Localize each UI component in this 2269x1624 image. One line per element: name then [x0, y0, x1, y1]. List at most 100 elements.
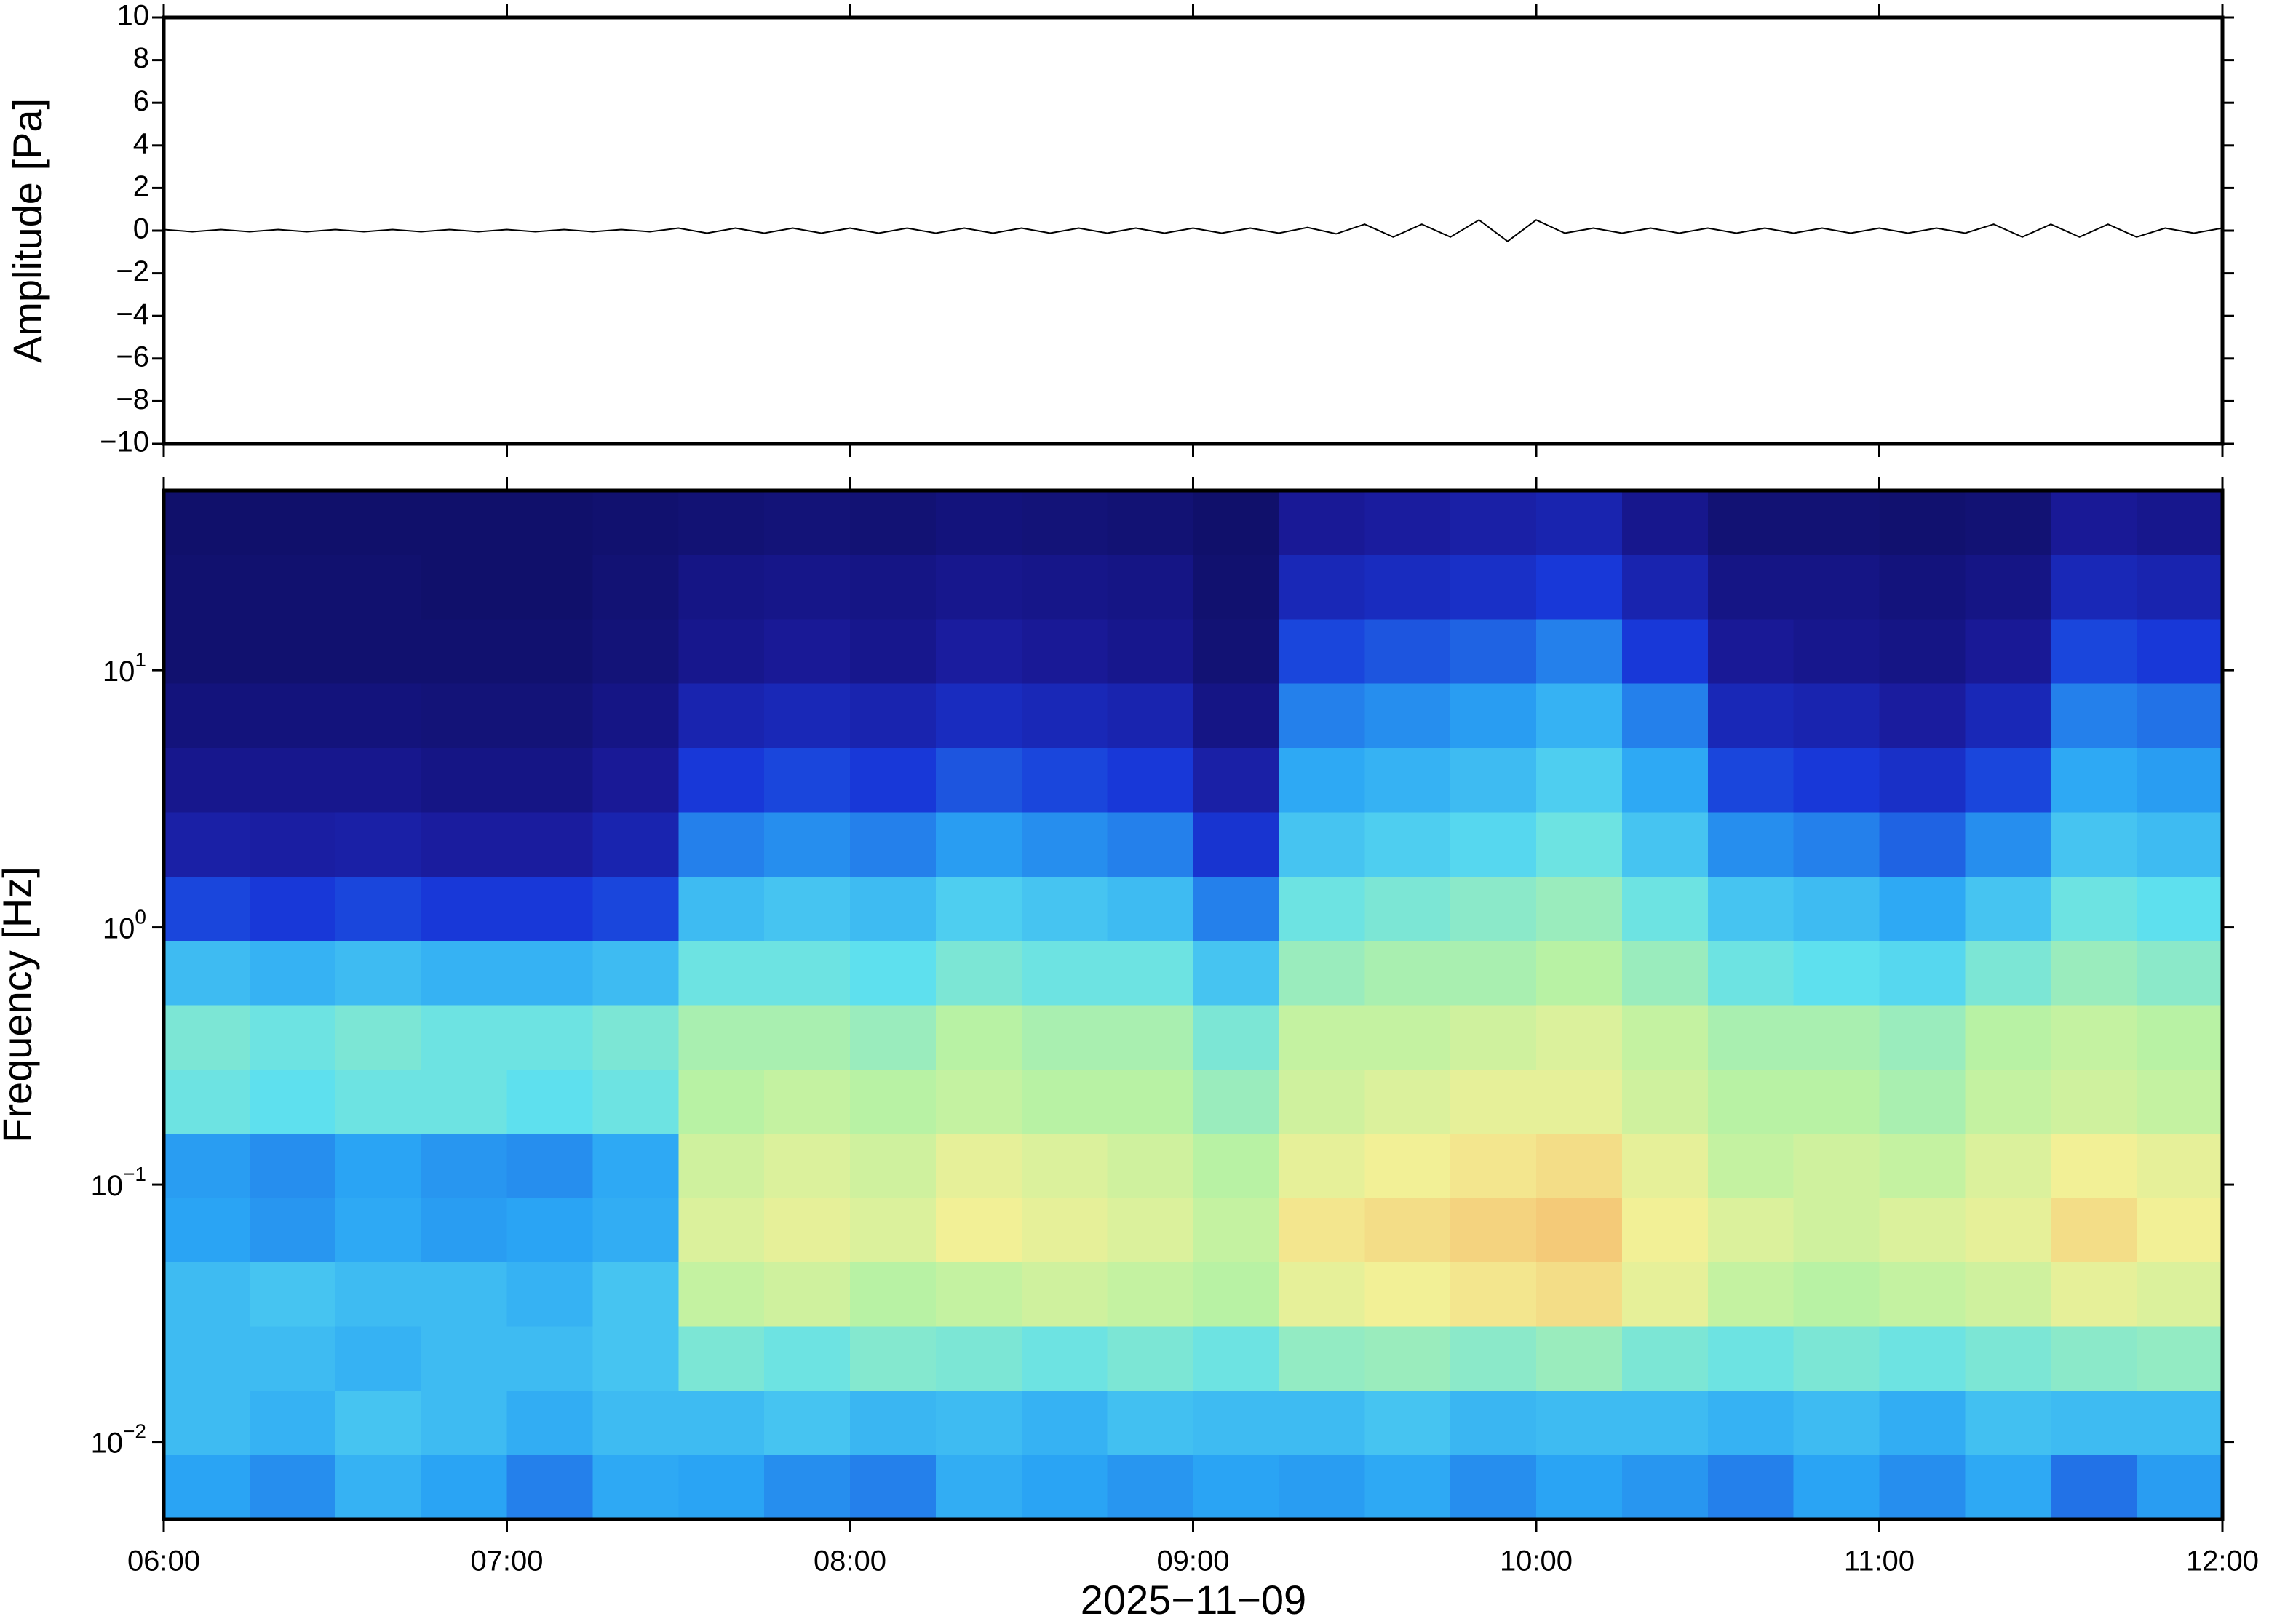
- heatmap-cell: [249, 554, 336, 620]
- heatmap-cell: [1364, 747, 1451, 813]
- heatmap-cell: [2137, 1197, 2223, 1263]
- heatmap-cell: [764, 1454, 851, 1520]
- heatmap-cell: [1279, 1069, 1365, 1134]
- heatmap-cell: [850, 811, 937, 877]
- heatmap-cell: [1621, 1326, 1709, 1391]
- heatmap-cell: [1536, 618, 1623, 684]
- heatmap-cell: [1193, 1133, 1279, 1198]
- heatmap-cell: [1621, 811, 1709, 877]
- heatmap-cell: [164, 1262, 250, 1327]
- heatmap-cell: [1279, 682, 1365, 749]
- heatmap-cell: [1707, 940, 1795, 1006]
- heatmap-cell: [1879, 876, 1966, 942]
- heatmap-cell: [1279, 490, 1365, 556]
- heatmap-cell: [1965, 1069, 2051, 1134]
- heatmap-cell: [1536, 1454, 1623, 1520]
- heatmap-cell: [506, 1390, 593, 1456]
- heatmap-cell: [1707, 1005, 1795, 1070]
- x-tick-label: 12:00: [2186, 1545, 2259, 1577]
- heatmap-cell: [1536, 682, 1623, 749]
- heatmap-cell: [1364, 490, 1451, 556]
- heatmap-cell: [1621, 1262, 1709, 1327]
- heatmap-cell: [592, 1133, 679, 1198]
- heatmap-cell: [1707, 554, 1795, 620]
- heatmap-cell: [335, 811, 422, 877]
- heatmap-cell: [850, 747, 937, 813]
- heatmap-cell: [1021, 1197, 1108, 1263]
- y-tick-label: 100: [103, 906, 146, 944]
- heatmap-cell: [1450, 747, 1537, 813]
- heatmap-cell: [850, 1326, 937, 1391]
- heatmap-cell: [1793, 1262, 1880, 1327]
- heatmap-cell: [2051, 1262, 2137, 1327]
- heatmap-cell: [1279, 618, 1365, 684]
- heatmap-cell: [249, 1262, 336, 1327]
- heatmap-cell: [1621, 1133, 1709, 1198]
- heatmap-cell: [1107, 1262, 1194, 1327]
- heatmap-cell: [1364, 554, 1451, 620]
- heatmap-cell: [164, 1005, 250, 1070]
- heatmap-cell: [1793, 1197, 1880, 1263]
- heatmap-cell: [1536, 747, 1623, 813]
- heatmap-cell: [1793, 940, 1880, 1006]
- heatmap-cell: [935, 554, 1022, 620]
- heatmap-cell: [1536, 1197, 1623, 1263]
- heatmap-cell: [335, 682, 422, 749]
- y-tick-base: 10: [91, 1170, 124, 1202]
- heatmap-cell: [1879, 682, 1966, 749]
- heatmap-cell: [1793, 1454, 1880, 1520]
- heatmap-cell: [935, 747, 1022, 813]
- heatmap-cell: [2137, 940, 2223, 1006]
- heatmap-cell: [1793, 1326, 1880, 1391]
- heatmap-cell: [678, 1197, 765, 1263]
- heatmap-cell: [2137, 876, 2223, 942]
- heatmap-cell: [1193, 618, 1279, 684]
- heatmap-cell: [678, 490, 765, 556]
- heatmap-cell: [421, 1326, 508, 1391]
- heatmap-cell: [935, 811, 1022, 877]
- heatmap-cell: [1536, 490, 1623, 556]
- heatmap-cell: [1536, 940, 1623, 1006]
- heatmap-cell: [2051, 940, 2137, 1006]
- heatmap-cell: [1965, 1326, 2051, 1391]
- heatmap-cell: [1107, 1069, 1194, 1134]
- heatmap-cell: [421, 618, 508, 684]
- heatmap-cell: [1707, 1390, 1795, 1456]
- heatmap-cell: [592, 554, 679, 620]
- heatmap-cell: [421, 1197, 508, 1263]
- heatmap-cell: [164, 1390, 250, 1456]
- heatmap-cell: [1536, 1390, 1623, 1456]
- heatmap-cell: [2137, 682, 2223, 749]
- heatmap-cell: [335, 490, 422, 556]
- heatmap-cell: [164, 747, 250, 813]
- heatmap-cell: [1450, 1005, 1537, 1070]
- waveform: [163, 219, 2223, 242]
- heatmap-cell: [1707, 1197, 1795, 1263]
- heatmap-cell: [678, 1454, 765, 1520]
- heatmap-cell: [2051, 1454, 2137, 1520]
- heatmap-cell: [1021, 747, 1108, 813]
- heatmap-cell: [1193, 1262, 1279, 1327]
- heatmap-cell: [1364, 1390, 1451, 1456]
- heatmap-cell: [1021, 1454, 1108, 1520]
- heatmap-cell: [506, 1069, 593, 1134]
- heatmap-cell: [335, 747, 422, 813]
- heatmap-cell: [335, 554, 422, 620]
- heatmap-cell: [1707, 1069, 1795, 1134]
- heatmap-cell: [1879, 1262, 1966, 1327]
- heatmap-cell: [764, 1069, 851, 1134]
- heatmap-cell: [1193, 876, 1279, 942]
- heatmap-cell: [850, 1005, 937, 1070]
- heatmap-cell: [1193, 1005, 1279, 1070]
- y-axis-title: Amplitude [Pa]: [4, 98, 50, 363]
- heatmap-cell: [421, 1005, 508, 1070]
- heatmap-cell: [1450, 1133, 1537, 1198]
- heatmap-cell: [1279, 1454, 1365, 1520]
- heatmap-cell: [1793, 490, 1880, 556]
- heatmap-cell: [2051, 618, 2137, 684]
- heatmap-cell: [592, 490, 679, 556]
- heatmap-cell: [335, 1005, 422, 1070]
- heatmap-cell: [935, 1005, 1022, 1070]
- heatmap-cell: [935, 682, 1022, 749]
- heatmap-cell: [335, 1326, 422, 1391]
